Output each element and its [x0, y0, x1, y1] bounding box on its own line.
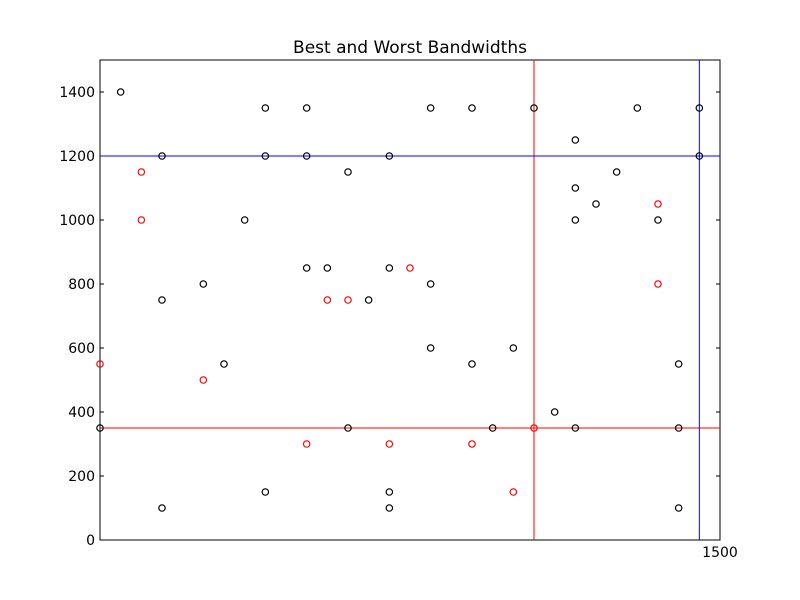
y-tick-label: 200 [68, 469, 95, 485]
data-point-black [674, 424, 683, 432]
data-point-black [530, 104, 538, 112]
data-point-red [323, 296, 332, 304]
data-point-black [468, 360, 476, 368]
y-tick-label: 600 [68, 341, 95, 357]
data-point-black [385, 264, 394, 272]
y-tick-label: 1000 [59, 213, 95, 229]
data-point-red [302, 440, 311, 448]
chart-title: Best and Worst Bandwidths [293, 38, 527, 58]
data-point-black [488, 424, 497, 432]
data-point-black [385, 152, 394, 160]
data-point-red [199, 376, 208, 384]
data-point-black [302, 152, 311, 160]
data-point-black [592, 200, 600, 208]
y-tick-label: 400 [68, 405, 95, 421]
data-point-black [364, 296, 373, 304]
data-point-black [612, 168, 621, 176]
data-point-red [137, 216, 146, 224]
axes-frame [99, 59, 721, 541]
data-point-black [426, 104, 435, 112]
data-point-black [344, 168, 352, 176]
data-point-black [385, 504, 394, 512]
data-point-black [344, 424, 352, 432]
data-point-black [261, 104, 270, 112]
data-point-red [468, 440, 476, 448]
data-point-black [426, 280, 435, 288]
data-point-black [695, 104, 704, 112]
data-point-black [571, 184, 580, 192]
data-point-black [550, 408, 559, 416]
data-point-black [220, 360, 228, 368]
data-point-black [695, 152, 704, 160]
data-point-black [426, 344, 435, 352]
y-tick-label: 800 [68, 277, 95, 293]
data-point-red [530, 424, 538, 432]
data-point-red [344, 296, 352, 304]
y-tick-label: 0 [86, 533, 95, 549]
data-point-black [633, 104, 642, 112]
data-point-black [116, 88, 125, 96]
data-point-black [571, 424, 580, 432]
data-point-black [158, 296, 166, 304]
data-point-black [571, 216, 580, 224]
data-point-black [571, 136, 580, 144]
data-point-red [654, 200, 662, 208]
data-point-red [509, 488, 518, 496]
data-point-black [385, 488, 394, 496]
data-point-black [302, 264, 311, 272]
data-point-black [96, 424, 104, 432]
data-point-black [302, 104, 311, 112]
plot-area: 0 200 400 600 800 1000 1200 1400 1500 [59, 59, 738, 561]
x-tick-label: 1500 [702, 545, 738, 561]
data-point-red [406, 264, 414, 272]
data-point-black [654, 216, 662, 224]
data-point-red [96, 360, 104, 368]
data-point-black [674, 504, 683, 512]
data-point-black [158, 504, 166, 512]
data-point-red [654, 280, 662, 288]
y-tick-label: 1200 [59, 149, 95, 165]
data-point-red [385, 440, 394, 448]
y-tick-label: 1400 [59, 85, 95, 101]
data-point-black [509, 344, 518, 352]
data-point-black [323, 264, 332, 272]
data-point-black [261, 488, 270, 496]
data-point-black [468, 104, 476, 112]
data-point-black [158, 152, 166, 160]
data-point-black [261, 152, 270, 160]
data-point-black [674, 360, 683, 368]
data-point-black [199, 280, 208, 288]
data-point-black [240, 216, 249, 224]
data-point-red [137, 168, 146, 176]
